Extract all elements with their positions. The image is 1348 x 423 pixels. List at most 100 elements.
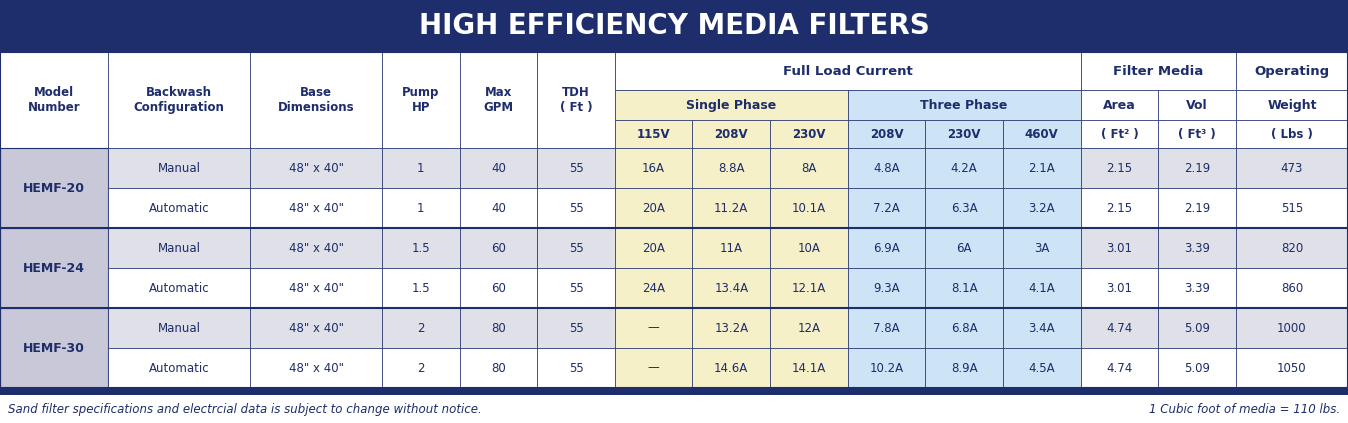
Text: Area: Area — [1103, 99, 1136, 112]
Bar — [693, 120, 770, 148]
Bar — [693, 308, 770, 348]
Text: Single Phase: Single Phase — [686, 99, 776, 112]
Bar — [1003, 348, 1081, 388]
Text: Backwash
Configuration: Backwash Configuration — [133, 86, 225, 114]
Bar — [615, 52, 1081, 90]
Text: Sand filter specifications and electrcial data is subject to change without noti: Sand filter specifications and electrcia… — [8, 403, 481, 415]
Text: 820: 820 — [1281, 242, 1304, 255]
Text: 14.1A: 14.1A — [791, 362, 826, 374]
Text: 4.2A: 4.2A — [950, 162, 977, 175]
Bar — [251, 188, 381, 228]
Bar — [770, 268, 848, 308]
Bar — [1081, 228, 1158, 268]
Text: 6A: 6A — [957, 242, 972, 255]
Bar — [1081, 268, 1158, 308]
Text: 20A: 20A — [642, 201, 665, 214]
Bar — [538, 188, 615, 228]
Bar — [108, 348, 251, 388]
Text: 12.1A: 12.1A — [791, 281, 826, 294]
Text: 11A: 11A — [720, 242, 743, 255]
Text: 6.3A: 6.3A — [950, 201, 977, 214]
Bar — [1236, 228, 1348, 268]
Bar — [1158, 348, 1236, 388]
Text: 4.5A: 4.5A — [1029, 362, 1055, 374]
Text: ( Ft² ): ( Ft² ) — [1100, 127, 1138, 140]
Bar — [1236, 308, 1348, 348]
Text: 1.5: 1.5 — [411, 242, 430, 255]
Bar — [1158, 188, 1236, 228]
Bar — [108, 228, 251, 268]
Bar — [615, 228, 693, 268]
Bar — [1158, 120, 1236, 148]
Text: Automatic: Automatic — [150, 362, 209, 374]
Bar — [1236, 348, 1348, 388]
Text: 40: 40 — [491, 162, 506, 175]
Bar — [1236, 52, 1348, 90]
Bar — [538, 52, 615, 148]
Bar — [770, 188, 848, 228]
Text: 3.39: 3.39 — [1184, 242, 1211, 255]
Bar — [770, 308, 848, 348]
Text: 48" x 40": 48" x 40" — [288, 242, 344, 255]
Text: 12A: 12A — [798, 321, 821, 335]
Bar — [1003, 228, 1081, 268]
Text: 60: 60 — [491, 242, 506, 255]
Text: Model
Number: Model Number — [28, 86, 81, 114]
Bar — [848, 148, 925, 188]
Bar — [381, 148, 460, 188]
Bar — [848, 308, 925, 348]
Bar — [108, 148, 251, 188]
Text: 48" x 40": 48" x 40" — [288, 281, 344, 294]
Bar — [381, 308, 460, 348]
Bar — [0, 388, 1348, 395]
Bar — [0, 52, 1348, 388]
Bar — [108, 188, 251, 228]
Bar — [770, 348, 848, 388]
Text: 55: 55 — [569, 242, 584, 255]
Text: 4.74: 4.74 — [1107, 362, 1132, 374]
Text: 24A: 24A — [642, 281, 665, 294]
Text: 16A: 16A — [642, 162, 665, 175]
Text: 2.15: 2.15 — [1107, 201, 1132, 214]
Text: HEMF-30: HEMF-30 — [23, 341, 85, 354]
Text: 1: 1 — [417, 201, 425, 214]
Bar — [615, 308, 693, 348]
Bar — [1081, 52, 1236, 90]
Text: 1000: 1000 — [1277, 321, 1306, 335]
Bar — [381, 52, 460, 148]
Bar — [615, 188, 693, 228]
Bar — [381, 348, 460, 388]
Bar — [848, 228, 925, 268]
Bar — [770, 120, 848, 148]
Text: 7.2A: 7.2A — [874, 201, 900, 214]
Text: 208V: 208V — [869, 127, 903, 140]
Text: 55: 55 — [569, 362, 584, 374]
Text: 5.09: 5.09 — [1184, 321, 1211, 335]
Bar — [615, 268, 693, 308]
Text: 7.8A: 7.8A — [874, 321, 900, 335]
Text: 11.2A: 11.2A — [714, 201, 748, 214]
Text: 10.2A: 10.2A — [869, 362, 903, 374]
Text: 3A: 3A — [1034, 242, 1050, 255]
Text: 9.3A: 9.3A — [874, 281, 900, 294]
Bar — [615, 90, 848, 120]
Text: 1050: 1050 — [1277, 362, 1306, 374]
Bar — [693, 188, 770, 228]
Bar — [460, 308, 538, 348]
Text: 460V: 460V — [1024, 127, 1058, 140]
Bar — [1081, 348, 1158, 388]
Bar — [0, 148, 108, 228]
Text: 1 Cubic foot of media = 110 lbs.: 1 Cubic foot of media = 110 lbs. — [1148, 403, 1340, 415]
Bar — [1081, 308, 1158, 348]
Text: HEMF-24: HEMF-24 — [23, 261, 85, 275]
Text: 860: 860 — [1281, 281, 1304, 294]
Text: 2.19: 2.19 — [1184, 162, 1211, 175]
Text: 5.09: 5.09 — [1184, 362, 1211, 374]
Bar — [1003, 268, 1081, 308]
Bar — [925, 228, 1003, 268]
Bar — [460, 148, 538, 188]
Bar — [460, 228, 538, 268]
Bar — [1003, 148, 1081, 188]
Text: 230V: 230V — [948, 127, 981, 140]
Text: 1.5: 1.5 — [411, 281, 430, 294]
